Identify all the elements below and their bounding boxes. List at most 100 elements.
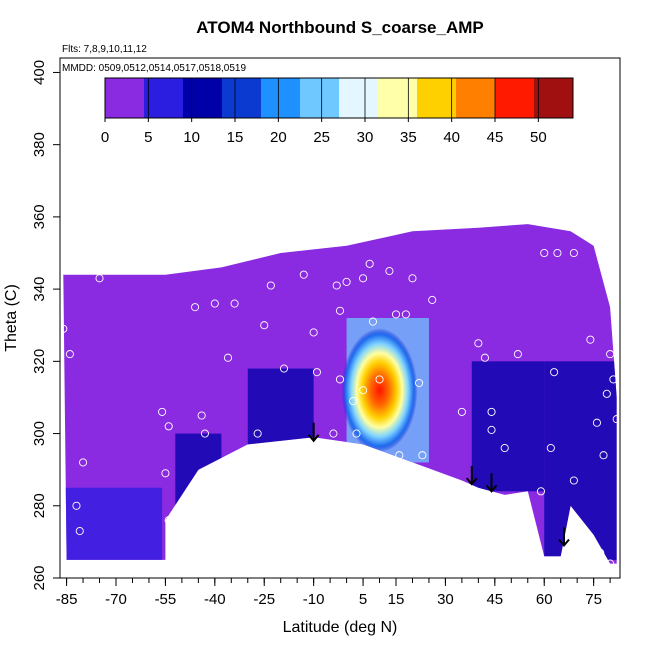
y-axis-label: Theta (C) xyxy=(3,284,20,352)
sample-point xyxy=(609,375,618,384)
sample-point xyxy=(299,270,308,279)
sample-point xyxy=(365,259,374,268)
sample-point xyxy=(546,443,555,453)
colorbar-segment xyxy=(222,78,262,118)
sample-point xyxy=(72,501,81,510)
x-tick-label: -70 xyxy=(105,591,127,608)
sample-point xyxy=(569,248,578,258)
sample-point xyxy=(550,368,559,377)
arrow-marker xyxy=(465,466,478,486)
colorbar-tick-label: 10 xyxy=(183,129,200,146)
enhanced-region xyxy=(247,368,314,448)
sample-point xyxy=(260,321,269,330)
x-tick-label: -10 xyxy=(303,591,325,608)
sample-point xyxy=(586,335,595,344)
colorbar-segment xyxy=(534,78,574,118)
data-area xyxy=(60,224,620,568)
y-tick-label: 300 xyxy=(31,421,48,446)
sample-point xyxy=(474,339,483,348)
y-tick-label: 360 xyxy=(31,204,48,229)
heatmap-field xyxy=(63,224,617,564)
sample-point xyxy=(181,494,190,503)
sample-point xyxy=(158,407,167,416)
colorbar-segment xyxy=(456,78,496,118)
sample-point xyxy=(279,364,289,373)
sample-point xyxy=(335,306,345,315)
sample-point xyxy=(401,310,410,319)
colorbar-tick-label: 5 xyxy=(144,129,152,146)
colorbar-segment xyxy=(261,78,301,118)
sample-point xyxy=(385,267,394,276)
y-tick-label: 400 xyxy=(31,60,48,85)
sample-point xyxy=(95,274,104,283)
colorbar-segment xyxy=(417,78,457,118)
sample-point xyxy=(342,277,351,286)
colorbar-segment xyxy=(183,78,223,118)
sample-point xyxy=(309,328,318,337)
y-tick-label: 320 xyxy=(31,349,48,374)
sample-point xyxy=(210,299,219,308)
dates-subtitle: MMDD: 0509,0512,0514,0517,0518,0519 xyxy=(62,63,246,74)
y-tick-label: 280 xyxy=(31,493,48,518)
sample-point xyxy=(253,429,262,438)
sample-point xyxy=(349,397,358,406)
sample-point xyxy=(197,411,206,420)
sample-point xyxy=(612,415,620,424)
sample-point xyxy=(606,350,615,359)
sample-point xyxy=(540,248,549,258)
x-tick-label: -55 xyxy=(155,591,177,608)
sample-point xyxy=(408,274,417,283)
colorbar-tick-label: 0 xyxy=(101,129,109,146)
colorbar-tick-label: 35 xyxy=(400,129,417,146)
colorbar-tick-label: 25 xyxy=(313,129,330,146)
sample-point xyxy=(375,375,384,384)
sample-point xyxy=(602,389,611,398)
sample-point xyxy=(266,281,275,290)
flights-subtitle: Flts: 7,8,9,10,11,12 xyxy=(62,44,147,55)
sample-point xyxy=(79,458,88,467)
sample-point xyxy=(592,418,601,427)
enhanced-region xyxy=(544,361,617,560)
colorbar-tick-label: 40 xyxy=(443,129,460,146)
sample-point xyxy=(500,443,509,453)
enhanced-region xyxy=(471,361,545,492)
sample-point xyxy=(359,274,368,283)
sample-point xyxy=(569,476,578,485)
sample-point xyxy=(599,451,608,460)
arrow-head xyxy=(485,484,498,493)
sample-point xyxy=(75,527,84,536)
sample-point xyxy=(256,443,265,453)
hotspot xyxy=(341,328,418,453)
x-tick-label: 45 xyxy=(486,591,503,608)
colorbar-segment xyxy=(144,78,184,118)
x-axis: -85 -70 -55 -40 -25 -10 5 15 30 45 60 75 xyxy=(56,578,611,608)
x-tick-label: 60 xyxy=(536,591,553,608)
sample-point xyxy=(65,350,74,359)
sample-points xyxy=(60,234,620,568)
sample-point xyxy=(487,425,496,434)
colorbar-segment xyxy=(339,78,379,118)
sample-point xyxy=(415,378,424,388)
sample-point xyxy=(204,469,213,478)
y-axis: 260 280 300 320 340 360 380 400 xyxy=(31,60,60,591)
arrow-head xyxy=(465,477,478,486)
sample-point xyxy=(164,516,173,525)
colorbar-tick-label: 30 xyxy=(357,129,374,146)
sample-point xyxy=(391,310,401,319)
sample-point xyxy=(329,429,338,438)
y-tick-label: 260 xyxy=(31,565,48,590)
y-tick-label: 380 xyxy=(31,132,48,157)
arrow-markers xyxy=(307,422,570,548)
sample-point xyxy=(312,368,321,377)
x-tick-label: 75 xyxy=(585,591,602,608)
colorbar-segment xyxy=(495,78,535,118)
sample-point xyxy=(457,407,466,416)
sample-point xyxy=(359,386,368,395)
sample-point xyxy=(395,451,404,460)
arrow-head xyxy=(558,538,570,548)
chart-title: ATOM4 Northbound S_coarse_AMP xyxy=(196,18,483,37)
x-axis-label: Latitude (deg N) xyxy=(283,619,398,636)
arrow-marker xyxy=(558,527,570,548)
sample-point xyxy=(418,451,427,460)
